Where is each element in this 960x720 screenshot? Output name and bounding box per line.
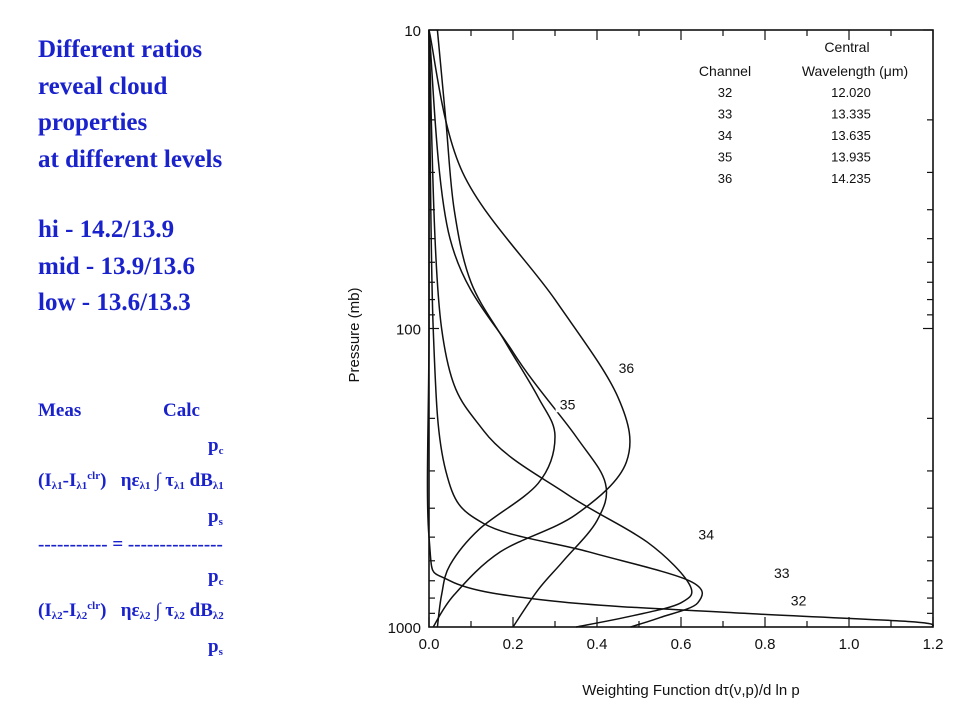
x-tick-label: 0.2	[503, 636, 524, 653]
upper-limit-2: pc	[208, 566, 224, 588]
legend-header-central: Central	[824, 39, 869, 55]
legend-wavelength: 13.935	[831, 150, 871, 165]
x-tick-label: 0.6	[671, 636, 692, 653]
title-line-2: reveal cloud	[38, 72, 168, 100]
ratio-mid: mid - 13.9/13.6	[38, 252, 195, 280]
calc-label: Calc	[163, 400, 200, 421]
curve-label: 35	[560, 396, 576, 412]
legend-header-wavelength: Wavelength (μm)	[802, 63, 908, 79]
ratio-hi: hi - 14.2/13.9	[38, 216, 175, 243]
curve-label: 34	[698, 526, 714, 542]
lower-limit-1: ps	[208, 506, 223, 528]
curve-label-bg	[769, 565, 794, 582]
x-axis-label: Weighting Function dτ(ν,p)/d ln p	[582, 682, 799, 699]
x-tick-label: 1.0	[839, 636, 860, 653]
legend-wavelength: 13.335	[831, 107, 871, 122]
ratio-low: low - 13.6/13.3	[38, 289, 191, 316]
numerator: (Iλ1-Iλ1clr) ηελ1 ∫ τλ1 dBλ1	[38, 470, 224, 492]
curve-label: 33	[774, 565, 790, 581]
denominator: (Iλ2-Iλ2clr) ηελ2 ∫ τλ2 dBλ2	[38, 600, 224, 622]
x-tick-label: 0.8	[755, 636, 776, 653]
title-line-4: at different levels	[38, 145, 223, 173]
curve-label: 32	[791, 592, 807, 608]
legend-channel: 33	[718, 107, 732, 122]
meas-label: Meas	[38, 400, 82, 421]
curve-label-bg	[614, 360, 639, 377]
curve-33	[428, 29, 704, 628]
legend-channel: 35	[718, 150, 732, 165]
y-axis-label: Pressure (mb)	[346, 287, 363, 382]
y-tick-label: 100	[396, 322, 421, 339]
slide-text: Different ratios reveal cloud properties…	[38, 32, 378, 322]
lower-limit-2: ps	[208, 636, 223, 658]
upper-limit-1: pc	[208, 435, 224, 457]
curve-34	[428, 29, 693, 628]
curve-36	[428, 29, 631, 628]
fraction-divider: ----------- = ---------------	[38, 534, 223, 555]
curve-label-bg	[694, 526, 719, 543]
curve-label-bg	[555, 396, 580, 413]
legend-channel: 34	[718, 128, 732, 143]
legend-wavelength: 13.635	[831, 128, 871, 143]
legend-header-channel: Channel	[699, 63, 751, 79]
legend-channel: 32	[718, 85, 732, 100]
curve-label-bg	[786, 592, 811, 609]
curve-unlabeled-5	[436, 29, 556, 628]
title-line-3: properties	[38, 109, 148, 136]
legend-wavelength: 14.235	[831, 171, 871, 186]
channel-legend-table: Central Channel Wavelength (μm) 32 12.020…	[699, 39, 908, 186]
title-line-1: Different ratios	[38, 36, 203, 63]
legend-channel: 36	[718, 171, 732, 186]
x-tick-label: 1.2	[923, 636, 944, 653]
x-tick-label: 0.4	[587, 636, 608, 653]
y-tick-label: 1000	[388, 620, 421, 637]
curve-35	[428, 29, 608, 628]
x-tick-label: 0.0	[419, 636, 440, 653]
legend-wavelength: 12.020	[831, 85, 871, 100]
y-tick-label: 10	[404, 23, 421, 40]
curve-label: 36	[619, 360, 635, 376]
